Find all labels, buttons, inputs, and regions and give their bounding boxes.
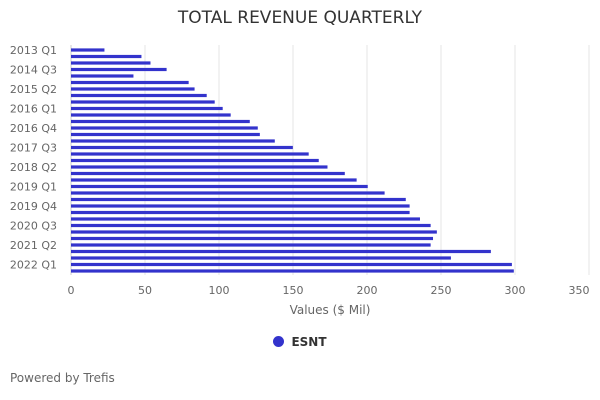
y-tick-label: 2013 Q1 <box>10 44 57 57</box>
bar[interactable] <box>71 158 319 163</box>
y-tick-label: 2019 Q1 <box>10 181 57 194</box>
x-tick-label: 200 <box>357 284 378 297</box>
bar[interactable] <box>71 191 385 195</box>
x-tick-label: 300 <box>505 284 526 297</box>
bar[interactable] <box>71 54 142 59</box>
legend-label: ESNT <box>291 335 327 349</box>
y-tick-label: 2015 Q2 <box>10 83 57 96</box>
bar[interactable] <box>71 171 345 176</box>
x-tick-label: 0 <box>68 284 75 297</box>
bar[interactable] <box>71 139 275 143</box>
bar[interactable] <box>71 145 293 150</box>
x-tick-label: 150 <box>283 284 304 297</box>
bar[interactable] <box>71 230 437 234</box>
y-tick-label: 2018 Q2 <box>10 161 57 174</box>
bar[interactable] <box>71 178 357 182</box>
bar[interactable] <box>71 126 258 130</box>
bar[interactable] <box>71 74 134 78</box>
powered-by-credit[interactable]: Powered by Trefis <box>10 371 115 385</box>
bar[interactable] <box>71 80 189 85</box>
bar[interactable] <box>71 165 328 169</box>
bar[interactable] <box>71 262 512 267</box>
legend[interactable]: ESNT <box>0 335 600 349</box>
bar[interactable] <box>71 93 207 98</box>
y-tick-label: 2016 Q4 <box>10 122 57 135</box>
chart-title: TOTAL REVENUE QUARTERLY <box>177 8 423 28</box>
bar[interactable] <box>71 210 410 215</box>
y-tick-label: 2020 Q3 <box>10 220 57 233</box>
bar[interactable] <box>71 100 215 104</box>
bar[interactable] <box>71 269 514 273</box>
bar-chart: 0 50 100 150 200 250 300 350 Values ($ Mil) 2013 … <box>10 44 590 317</box>
bar[interactable] <box>71 61 151 65</box>
bar[interactable] <box>71 132 260 137</box>
bar[interactable] <box>71 113 231 117</box>
y-tick-label: 2019 Q4 <box>10 200 57 213</box>
bar[interactable] <box>71 256 451 260</box>
x-axis-label: Values ($ Mil) <box>290 303 371 317</box>
x-tick-label: 100 <box>209 284 230 297</box>
x-tick-label: 50 <box>138 284 152 297</box>
bar[interactable] <box>71 223 431 228</box>
bar[interactable] <box>71 184 368 189</box>
x-tick-label: 350 <box>569 284 590 297</box>
bar[interactable] <box>71 249 491 254</box>
bar[interactable] <box>71 152 309 156</box>
bar[interactable] <box>71 197 406 202</box>
y-tick-label: 2021 Q2 <box>10 239 57 252</box>
x-tick-label: 250 <box>431 284 452 297</box>
bar[interactable] <box>71 87 195 91</box>
bar[interactable] <box>71 243 431 247</box>
bar[interactable] <box>71 217 420 221</box>
legend-marker-icon <box>273 336 285 347</box>
y-tick-label: 2022 Q1 <box>10 259 57 272</box>
bar[interactable] <box>71 119 250 124</box>
y-tick-label: 2014 Q3 <box>10 64 57 77</box>
bar[interactable] <box>71 106 223 111</box>
bar[interactable] <box>71 204 410 208</box>
bar[interactable] <box>71 67 167 72</box>
bar[interactable] <box>71 48 105 52</box>
y-tick-label: 2017 Q3 <box>10 142 57 155</box>
y-tick-label: 2016 Q1 <box>10 103 57 116</box>
bar[interactable] <box>71 236 434 241</box>
